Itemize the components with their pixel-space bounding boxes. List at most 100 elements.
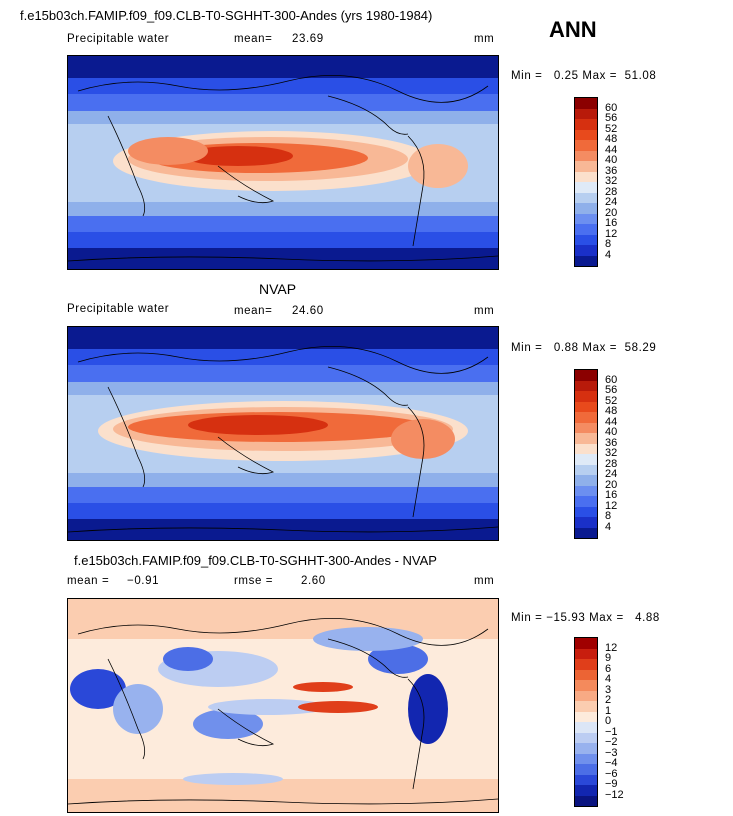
panel-1-units: mm <box>474 33 495 45</box>
colorbar-tick-label: 20 <box>605 206 618 219</box>
colorbar-tick-label: 0 <box>605 715 612 727</box>
colorbar-segment <box>575 454 597 465</box>
panel-2-units: mm <box>474 305 495 317</box>
colorbar-segment <box>575 638 597 649</box>
panel-1-title: f.e15b03ch.FAMIP.f09_f09.CLB-T0-SGHHT-30… <box>20 8 433 23</box>
colorbar-tick-label: −6 <box>605 767 618 780</box>
colorbar-tick-label: 32 <box>605 175 618 187</box>
panel-2-colorbar <box>574 369 598 539</box>
colorbar-segment <box>575 245 597 256</box>
panel-1-minmax: Min = 0.25 Max = 51.08 <box>511 70 657 82</box>
colorbar-segment <box>575 785 597 796</box>
colorbar-tick-label: 56 <box>605 112 618 124</box>
colorbar-tick-label: 4 <box>605 520 612 533</box>
colorbar-segment <box>575 213 597 224</box>
panel-2-mean-value: 24.60 <box>292 305 324 317</box>
colorbar-segment <box>575 443 597 454</box>
colorbar-segment <box>575 753 597 764</box>
panel-2-map <box>67 326 499 541</box>
panel-3-minmax: Min = −15.93 Max = 4.88 <box>511 612 660 624</box>
colorbar-segment <box>575 732 597 743</box>
colorbar-tick-label: 40 <box>605 426 618 438</box>
colorbar-segment <box>575 506 597 517</box>
colorbar-tick-label: 12 <box>605 499 618 512</box>
colorbar-segment <box>575 764 597 775</box>
colorbar-tick-label: 56 <box>605 384 618 396</box>
panel-3-mean-label: mean = <box>67 575 110 587</box>
panel-1-map-graphic <box>68 56 498 269</box>
colorbar-tick-label: 16 <box>605 217 618 229</box>
colorbar-segment <box>575 743 597 754</box>
colorbar-tick-label: 24 <box>605 196 618 208</box>
panel-3-map-graphic <box>68 599 498 812</box>
colorbar-segment <box>575 711 597 722</box>
colorbar-tick-label: −4 <box>605 757 618 769</box>
panel-3-title: f.e15b03ch.FAMIP.f09_f09.CLB-T0-SGHHT-30… <box>74 553 437 568</box>
colorbar-tick-label: 32 <box>605 447 618 459</box>
colorbar-tick-label: 60 <box>605 101 618 114</box>
colorbar-segment <box>575 224 597 235</box>
colorbar-tick-label: 28 <box>605 457 618 470</box>
colorbar-segment <box>575 795 597 806</box>
colorbar-tick-label: 4 <box>605 248 612 261</box>
colorbar-segment <box>575 659 597 670</box>
colorbar-tick-label: 3 <box>605 683 612 696</box>
colorbar-segment <box>575 108 597 119</box>
colorbar-segment <box>575 370 597 381</box>
colorbar-tick-label: 2 <box>605 694 612 706</box>
colorbar-tick-label: −3 <box>605 746 618 759</box>
colorbar-segment <box>575 192 597 203</box>
colorbar-segment <box>575 485 597 496</box>
colorbar-segment <box>575 129 597 140</box>
panel-3-units: mm <box>474 575 495 587</box>
colorbar-tick-label: 44 <box>605 415 618 428</box>
colorbar-segment <box>575 496 597 507</box>
colorbar-segment <box>575 517 597 528</box>
panel-1-mean-value: 23.69 <box>292 33 324 45</box>
colorbar-segment <box>575 701 597 712</box>
colorbar-tick-label: −12 <box>605 788 624 801</box>
colorbar-tick-label: 12 <box>605 227 618 240</box>
colorbar-segment <box>575 412 597 423</box>
colorbar-segment <box>575 98 597 109</box>
colorbar-tick-label: 36 <box>605 164 618 177</box>
colorbar-segment <box>575 422 597 433</box>
colorbar-segment <box>575 464 597 475</box>
panel-2-variable: Precipitable water <box>67 303 170 315</box>
colorbar-tick-label: 44 <box>605 143 618 156</box>
panel-3-colorbar <box>574 637 598 807</box>
panel-1-map <box>67 55 499 270</box>
colorbar-tick-label: 28 <box>605 185 618 198</box>
panel-2-mean-label: mean= <box>234 305 273 317</box>
colorbar-tick-label: 12 <box>605 641 618 654</box>
colorbar-tick-label: 16 <box>605 489 618 501</box>
colorbar-segment <box>575 680 597 691</box>
panel-2-minmax: Min = 0.88 Max = 58.29 <box>511 342 657 354</box>
colorbar-segment <box>575 182 597 193</box>
colorbar-segment <box>575 722 597 733</box>
colorbar-tick-label: 48 <box>605 133 618 145</box>
panel-3-map <box>67 598 499 813</box>
season-label: ANN <box>549 17 597 42</box>
colorbar-tick-label: 9 <box>605 652 612 664</box>
colorbar-tick-label: 4 <box>605 673 612 685</box>
panel-1-mean-label: mean= <box>234 33 273 45</box>
colorbar-segment <box>575 527 597 538</box>
panel-1-variable: Precipitable water <box>67 33 170 45</box>
colorbar-segment <box>575 119 597 130</box>
colorbar-tick-label: 8 <box>605 238 612 250</box>
colorbar-tick-label: 24 <box>605 468 618 480</box>
colorbar-segment <box>575 255 597 266</box>
colorbar-segment <box>575 140 597 151</box>
colorbar-tick-label: 8 <box>605 510 612 522</box>
colorbar-segment <box>575 401 597 412</box>
panel-3-rmse-label: rmse = <box>234 575 274 587</box>
colorbar-segment <box>575 433 597 444</box>
panel-3-mean-value: −0.91 <box>127 575 160 587</box>
colorbar-tick-label: 36 <box>605 436 618 449</box>
colorbar-tick-label: 1 <box>605 704 612 717</box>
colorbar-tick-label: −2 <box>605 736 618 748</box>
panel-2-title: NVAP <box>259 281 297 297</box>
colorbar-tick-label: 60 <box>605 373 618 386</box>
panel-1-colorbar <box>574 97 598 267</box>
